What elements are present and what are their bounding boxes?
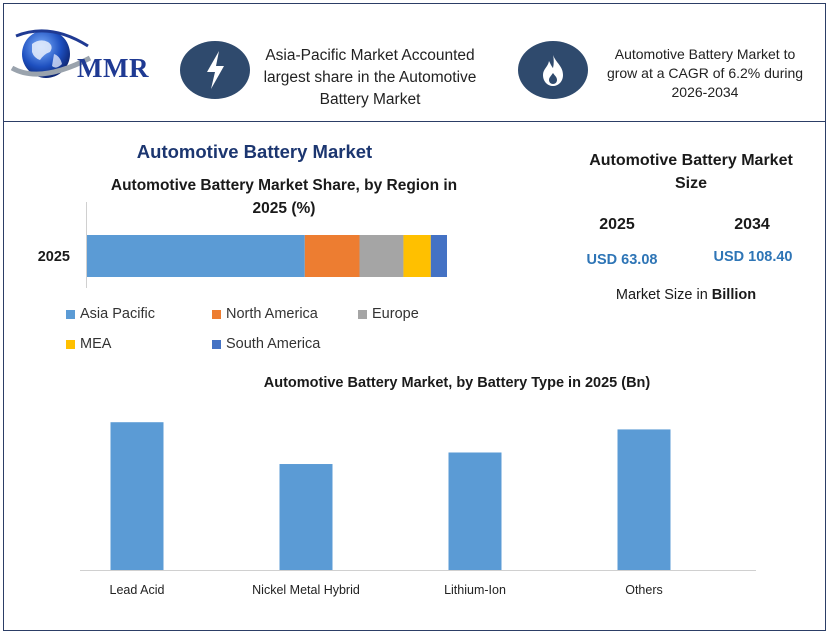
region-segment-north-america	[304, 235, 360, 277]
unit-note-prefix: Market Size in	[615, 287, 712, 303]
bar-lead-acid	[110, 422, 164, 570]
logo-text: MMR	[77, 53, 149, 83]
x-tick-label: Nickel Metal Hybrid	[252, 583, 360, 597]
legend-label: Europe	[372, 306, 419, 322]
legend-label: Asia Pacific	[80, 306, 155, 322]
year-2025-label: 2025	[599, 216, 635, 233]
lightning-bolt-icon	[180, 41, 250, 99]
market-size-unit-note: Market Size in Billion	[586, 287, 786, 303]
battery-type-chart-title: Automotive Battery Market, by Battery Ty…	[263, 375, 651, 391]
bar-others	[617, 429, 671, 570]
legend-swatch	[66, 309, 75, 319]
region-segment-europe	[359, 235, 404, 277]
legend-label: MEA	[80, 336, 112, 352]
cagr-text: Automotive Battery Market to grow at a C…	[606, 46, 804, 100]
apac-share-text: Asia-Pacific Market Accounted largest sh…	[263, 47, 477, 108]
region-category-label: 2025	[38, 249, 70, 265]
battery-type-chart: Lead Acid Nickel Metal Hybrid Lithium-Ion O…	[80, 422, 756, 597]
mmr-logo	[10, 24, 165, 88]
region-share-chart: 2025	[38, 202, 447, 288]
legend-swatch	[212, 309, 221, 319]
value-2034: USD 108.40	[713, 249, 793, 265]
year-2034-label: 2034	[734, 216, 770, 233]
globe-icon	[10, 29, 92, 78]
legend-item-mea: MEA	[66, 336, 111, 352]
region-segment-asia-pacific	[87, 235, 305, 277]
flame-icon	[518, 41, 588, 99]
legend-label: South America	[226, 336, 321, 352]
region-segment-mea	[403, 235, 431, 277]
region-legend: Asia Pacific North America Europe MEA So…	[66, 306, 419, 356]
legend-item-asia-pacific: Asia Pacific	[66, 306, 155, 322]
x-tick-label: Lithium-Ion	[444, 583, 506, 597]
bar-lithium-ion	[448, 452, 502, 570]
unit-note-bold: Billion	[711, 287, 757, 303]
value-2025: USD 63.08	[586, 252, 658, 268]
main-title: Automotive Battery Market	[136, 141, 373, 162]
legend-swatch	[358, 309, 367, 319]
region-segment-south-america	[430, 235, 447, 277]
legend-item-south-america: South America	[212, 336, 320, 352]
x-tick-label: Others	[625, 583, 663, 597]
infographic-frame	[3, 3, 826, 631]
header-divider	[3, 121, 826, 122]
x-tick-label: Lead Acid	[110, 583, 165, 597]
bar-nickel-metal-hybrid	[279, 464, 333, 570]
region-chart-title: Automotive Battery Market Share, by Regi…	[110, 177, 458, 217]
legend-swatch	[66, 339, 75, 349]
legend-swatch	[212, 339, 221, 349]
market-size-title: Automotive Battery Market Size	[589, 152, 793, 192]
legend-item-north-america: North America	[212, 306, 318, 322]
legend-item-europe: Europe	[358, 306, 419, 322]
legend-label: North America	[226, 306, 318, 322]
